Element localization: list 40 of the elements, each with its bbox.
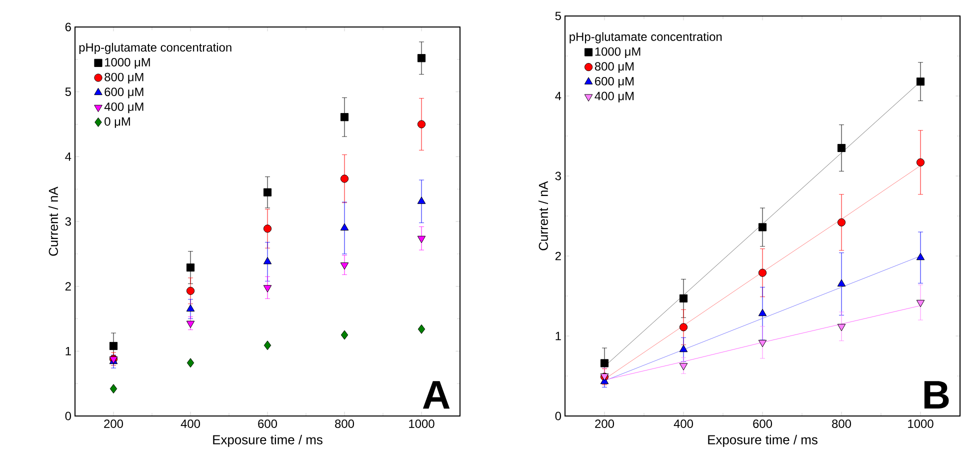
legend-label: 1000 μM [105, 58, 150, 69]
y-tick-label: 1 [66, 347, 71, 356]
x-tick-label: 400 [674, 420, 694, 428]
legend-title: pHp-glutamate concentration [79, 42, 232, 54]
annotation: B [924, 381, 949, 408]
x-tick-label: 800 [832, 420, 852, 428]
y-tick-label: 0 [555, 412, 562, 420]
y-tick-label: 2 [65, 282, 71, 291]
x-tick-label: 1000 [409, 420, 434, 428]
legend-label: 400 μM [104, 102, 144, 114]
legend-title: pHp-glutamate concentration [570, 32, 722, 44]
y-axis-title: Current / nA [538, 181, 548, 250]
y-tick-label: 3 [65, 217, 71, 226]
x-tick-label: 400 [180, 420, 200, 428]
y-tick-label: 2 [555, 252, 561, 260]
y-tick-label: 1 [556, 332, 561, 340]
annotation: A [422, 381, 450, 409]
y-tick-label: 6 [65, 22, 71, 32]
x-tick-label: 200 [595, 420, 614, 428]
legend-label: 600 μM [595, 76, 634, 88]
legend-label: 1000 μM [595, 47, 640, 58]
x-axis-title: Exposure time / ms [708, 434, 818, 447]
y-tick-label: 4 [65, 152, 72, 161]
legend-label: 0 μM [104, 117, 130, 128]
y-tick-label: 5 [555, 12, 561, 20]
legend-label: 600 μM [104, 88, 144, 98]
x-tick-label: 1000 [908, 420, 934, 428]
y-tick-label: 3 [555, 172, 561, 180]
legend-label: 400 μM [594, 92, 634, 102]
x-axis-title: Exposure time / ms [213, 434, 322, 447]
legend-label: 800 μM [104, 72, 144, 84]
y-tick-label: 0 [65, 412, 72, 420]
x-tick-label: 600 [753, 420, 772, 428]
x-tick-label: 200 [104, 420, 124, 428]
legend-label: 800 μM [594, 62, 634, 73]
x-tick-label: 600 [258, 420, 278, 428]
y-tick-label: 5 [65, 88, 71, 96]
y-axis-title: Current / nA [48, 186, 58, 256]
y-tick-label: 4 [555, 92, 562, 100]
x-tick-label: 800 [335, 420, 354, 428]
